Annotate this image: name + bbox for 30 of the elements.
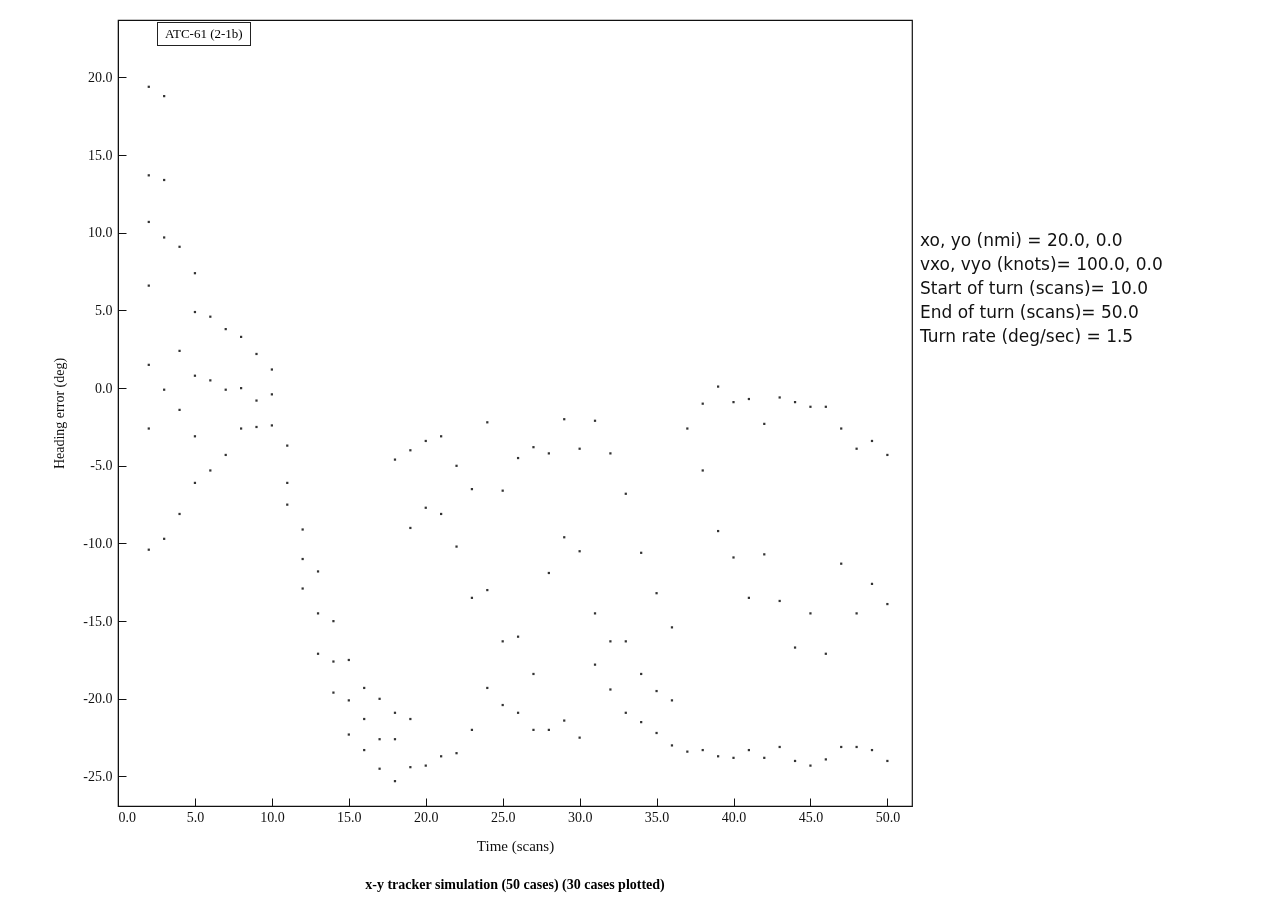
- x-tick-label: 15.0: [337, 809, 362, 825]
- y-axis-title: Heading error (deg): [52, 357, 69, 470]
- text: Turn rate (deg/sec) = 1.5: [920, 325, 1135, 348]
- y-tick-label: -5.0: [90, 458, 113, 474]
- y-tick-label: 20.0: [88, 69, 113, 85]
- y-tick-label: -20.0: [83, 691, 113, 707]
- annotation: ATC-61 (2-1b): [157, 22, 251, 46]
- x-tick-label: 5.0: [186, 809, 205, 825]
- x-tick-label: 35.0: [644, 809, 670, 825]
- x-tick-label: 30.0: [567, 809, 593, 825]
- y-tick-label: -10.0: [83, 535, 113, 551]
- text: x-y tracker simulation (50 cases) (30 cases plotted): [364, 877, 666, 893]
- x-axis-title: Time (scans): [476, 837, 555, 855]
- text: xo, yo (nmi) = 20.0, 0.0: [920, 229, 1124, 252]
- y-tick-label: -15.0: [83, 613, 113, 629]
- x-tick-label: 25.0: [490, 809, 516, 825]
- text: vxo, vyo (knots)= 100.0, 0.0: [920, 253, 1163, 276]
- x-tick-label: 0.0: [118, 809, 136, 825]
- x-tick-label: 40.0: [721, 809, 747, 825]
- x-tick-label: 45.0: [798, 809, 824, 825]
- x-tick-label: 50.0: [875, 809, 901, 825]
- y-tick-label: 0.0: [95, 380, 113, 396]
- y-tick-label: 5.0: [95, 302, 113, 318]
- text: End of turn (scans)= 50.0: [920, 301, 1140, 324]
- y-tick-label: 10.0: [88, 225, 113, 241]
- y-tick-label: -25.0: [83, 768, 113, 784]
- x-tick-label: 20.0: [414, 809, 439, 825]
- text: Start of turn (scans)= 10.0: [920, 277, 1150, 300]
- y-tick-label: 15.0: [88, 147, 113, 163]
- x-tick-label: 10.0: [260, 809, 285, 825]
